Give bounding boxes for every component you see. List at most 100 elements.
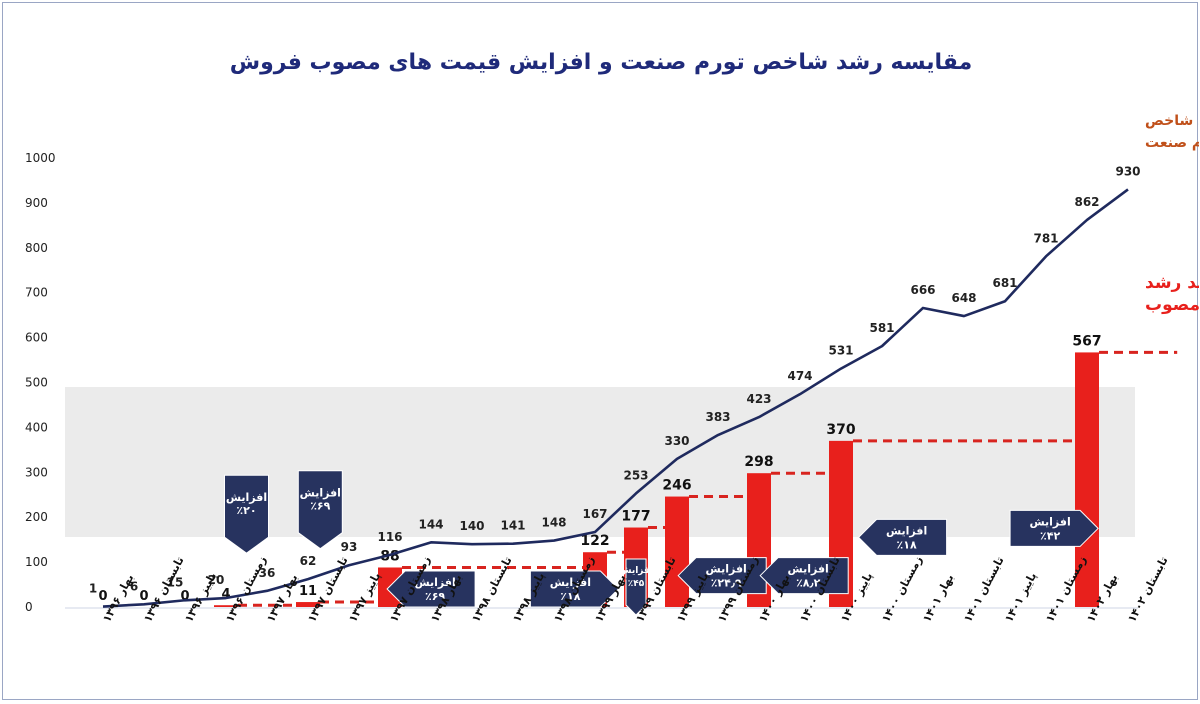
increase-callout: افزایش ٪۴۵ — [619, 558, 653, 616]
inflation-line — [102, 188, 1129, 608]
line-value-label: 20 — [208, 573, 225, 587]
callout-text: ٪۸٫۲ — [796, 577, 821, 590]
y-tick-label: 500 — [25, 376, 48, 390]
increase-callout: افزایش٪۲۴٫۹ — [677, 557, 767, 595]
callout-text: افزایش — [788, 563, 829, 576]
y-tick-label: 1000 — [25, 151, 56, 165]
line-value-label: 930 — [1115, 164, 1140, 178]
legend: درصد رشد شاخص تورم صنعت درصد رشدقیمتهای مص… — [1145, 113, 1199, 315]
callout-shape — [759, 557, 849, 595]
increase-callout: افزایش٪۶۹ — [386, 570, 476, 608]
line-value-label: 474 — [787, 369, 812, 383]
callout-shape — [857, 518, 948, 556]
callout-shape — [1009, 509, 1099, 547]
increase-callout: افزایش٪۱۸ — [857, 518, 948, 556]
line-value-label: 144 — [418, 517, 443, 531]
line-value-label: 862 — [1074, 195, 1099, 209]
line-value-label: 531 — [828, 344, 853, 358]
callout-text: ٪۶۹ — [425, 590, 445, 603]
bar-value-label: 11 — [299, 584, 317, 599]
price-bar — [214, 605, 238, 607]
callout-text: افزایش — [706, 563, 747, 576]
bar-value-label: 4 — [221, 587, 230, 602]
line-value-label: 383 — [705, 410, 730, 424]
increase-callout: افزایش٪۱۸ — [529, 570, 620, 608]
line-value-label: 1 — [89, 582, 97, 596]
line-value-label: 93 — [341, 540, 358, 554]
y-tick-label: 400 — [25, 420, 48, 434]
y-tick-label: 900 — [25, 196, 48, 210]
bar-value-label: 0 — [98, 589, 107, 604]
increase-callout: افزایش٪۸٫۲ — [759, 557, 849, 595]
x-tick-label: بهار ۱۴۰۱ — [920, 572, 956, 624]
legend-label: درصد رشد — [1145, 273, 1199, 293]
callout-shape — [386, 570, 476, 608]
callout-text: ٪۱۸ — [897, 538, 917, 551]
callout-shape — [529, 570, 620, 608]
legend-label: درصد رشد شاخص — [1145, 113, 1199, 129]
line-value-label: 581 — [869, 321, 894, 335]
line-value-label: 423 — [746, 392, 771, 406]
callout-text: افزایش — [1029, 515, 1070, 528]
line-value-label: 116 — [377, 530, 402, 544]
y-tick-label: 200 — [25, 510, 48, 524]
chart-canvas: مقایسه رشد شاخص تورم صنعت و افزایش قیمت … — [25, 50, 1199, 624]
callout-text: ٪۶۹ — [310, 500, 330, 513]
price-bar — [296, 602, 320, 607]
callout-shape — [297, 470, 343, 550]
callout-text: ٪۱۸ — [560, 590, 580, 603]
callout-shape — [224, 474, 269, 554]
price-bar — [1075, 352, 1099, 607]
legend-label: تورم صنعت — [1145, 135, 1199, 151]
bar-value-label: 298 — [744, 454, 773, 470]
bar-value-label: 370 — [826, 422, 855, 438]
increase-callout: افزایش٪۶۹ — [297, 470, 343, 550]
callout-text: افزایش — [886, 524, 927, 537]
line-value-label: 167 — [582, 507, 607, 521]
bar-value-label: 0 — [139, 589, 148, 604]
callout-text: افزایش — [619, 566, 653, 576]
callout-text: افزایش — [226, 491, 267, 504]
y-tick-label: 0 — [25, 600, 33, 614]
increase-callout: افزایش٪۲۰ — [224, 474, 269, 554]
y-tick-label: 100 — [25, 555, 48, 569]
x-tick-label: تابستان ۱۳۹۸ — [469, 554, 514, 624]
bar-value-label: 246 — [662, 478, 691, 494]
line-value-label: 648 — [951, 291, 976, 305]
bar-value-label: 567 — [1072, 333, 1101, 349]
line-value-label: 36 — [259, 566, 276, 580]
line-value-label: 140 — [459, 519, 484, 533]
callout-text: ٪۴۲ — [1040, 529, 1060, 542]
line-value-label: 781 — [1033, 231, 1058, 245]
callout-shape — [625, 558, 647, 616]
callout-text: افزایش — [550, 576, 591, 589]
line-value-label: 141 — [500, 519, 525, 533]
x-tick-label: تابستان ۱۴۰۲ — [1125, 554, 1170, 624]
callout-text: افزایش — [300, 487, 341, 500]
line-value-label: 681 — [992, 276, 1017, 290]
line-value-label: 62 — [300, 554, 317, 568]
line-value-label: 330 — [664, 434, 689, 448]
bar-value-label: 177 — [621, 509, 650, 525]
y-tick-label: 300 — [25, 465, 48, 479]
line-series: 1 6 15 20 36 62 93 116 144 140 141 148 167 253 330 383 4… — [89, 164, 1141, 608]
y-tick-label: 700 — [25, 286, 48, 300]
callout-text: افزایش — [414, 576, 455, 589]
x-tick-label: پاییز ۱۳۹۷ — [346, 570, 383, 624]
line-value-label: 666 — [910, 283, 935, 297]
line-value-label: 148 — [541, 516, 566, 530]
annotation-layer: افزایش٪۲۰افزایش٪۶۹افزایش٪۶۹افزایش٪۱۸افزا… — [224, 470, 1099, 616]
line-value-label: 6 — [130, 579, 138, 593]
chart-title: مقایسه رشد شاخص تورم صنعت و افزایش قیمت … — [230, 50, 973, 75]
callout-text: ٪۴۵ — [628, 579, 645, 589]
increase-callout: افزایش٪۴۲ — [1009, 509, 1099, 547]
y-tick-label: 800 — [25, 241, 48, 255]
line-value-label: 253 — [623, 468, 648, 482]
price-bar — [665, 496, 689, 607]
line-value-label: 15 — [167, 575, 184, 589]
bar-value-label: 0 — [180, 589, 189, 604]
x-tick-label: پاییز ۱۴۰۱ — [1002, 570, 1039, 624]
